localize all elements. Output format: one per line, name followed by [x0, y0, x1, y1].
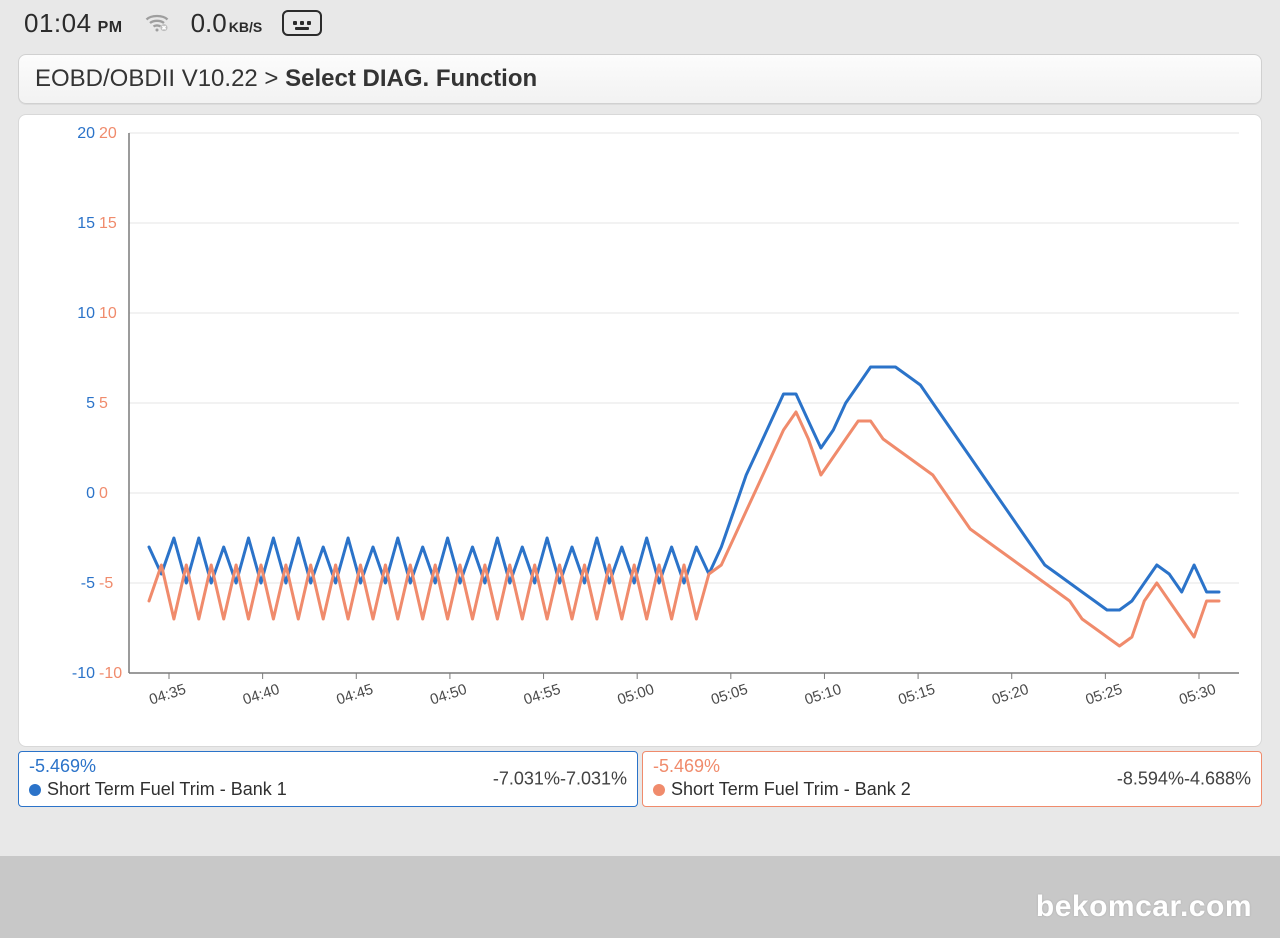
- svg-text:20: 20: [99, 125, 117, 142]
- svg-text:20: 20: [77, 125, 95, 142]
- chart-panel: -10-10-5-5005510101515202004:3504:4004:4…: [18, 114, 1262, 747]
- legend-range: -8.594%-4.688%: [1117, 769, 1251, 790]
- keyboard-icon: [282, 10, 322, 36]
- svg-text:-5: -5: [99, 575, 113, 592]
- svg-text:5: 5: [86, 395, 95, 412]
- svg-text:-5: -5: [81, 575, 95, 592]
- legend-color-dot: [29, 784, 41, 796]
- breadcrumb-root: EOBD/OBDII V10.22: [35, 65, 258, 92]
- svg-text:15: 15: [99, 215, 117, 232]
- legend-row: -5.469% Short Term Fuel Trim - Bank 1 -7…: [18, 751, 1262, 807]
- svg-text:-10: -10: [72, 665, 95, 682]
- svg-text:10: 10: [99, 305, 117, 322]
- breadcrumb-sep: >: [258, 65, 285, 92]
- svg-text:10: 10: [77, 305, 95, 322]
- net-speed-unit: KB/S: [229, 19, 262, 35]
- svg-text:-10: -10: [99, 665, 122, 682]
- legend-card-bank2[interactable]: -5.469% Short Term Fuel Trim - Bank 2 -8…: [642, 751, 1262, 807]
- svg-text:5: 5: [99, 395, 108, 412]
- breadcrumb-current: Select DIAG. Function: [285, 65, 537, 92]
- breadcrumb[interactable]: EOBD/OBDII V10.22 > Select DIAG. Functio…: [18, 54, 1262, 104]
- wifi-icon: [143, 9, 171, 37]
- clock-ampm: PM: [98, 19, 123, 37]
- net-speed-value: 0.0: [191, 8, 227, 39]
- svg-text:0: 0: [86, 485, 95, 502]
- legend-series-name: Short Term Fuel Trim - Bank 1: [47, 779, 287, 800]
- legend-range: -7.031%-7.031%: [493, 769, 627, 790]
- legend-series-name: Short Term Fuel Trim - Bank 2: [671, 779, 911, 800]
- status-bar: 01:04 PM 0.0 KB/S: [0, 0, 1280, 46]
- clock-time: 01:04: [24, 8, 92, 39]
- line-chart[interactable]: -10-10-5-5005510101515202004:3504:4004:4…: [29, 123, 1251, 738]
- legend-color-dot: [653, 784, 665, 796]
- watermark: bekomcar.com: [1036, 890, 1252, 924]
- svg-text:0: 0: [99, 485, 108, 502]
- clock: 01:04 PM: [24, 8, 123, 39]
- svg-text:15: 15: [77, 215, 95, 232]
- net-speed: 0.0 KB/S: [191, 8, 263, 39]
- legend-card-bank1[interactable]: -5.469% Short Term Fuel Trim - Bank 1 -7…: [18, 751, 638, 807]
